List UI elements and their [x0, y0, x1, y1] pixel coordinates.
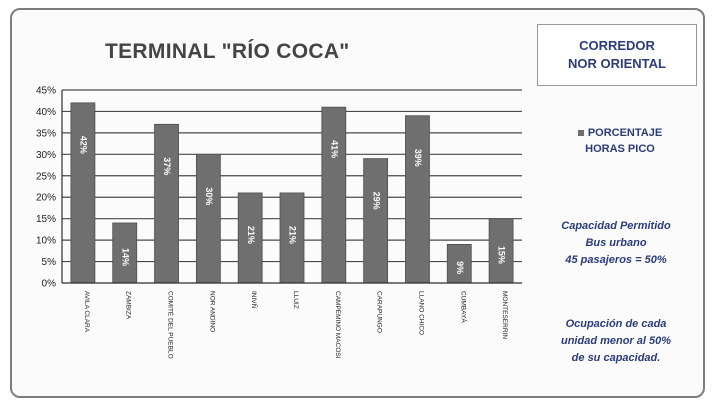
- y-tick-label: 25%: [36, 171, 56, 182]
- bar-data-label: 21%: [288, 226, 298, 244]
- x-tick-label: CUMBAYÁ: [459, 291, 468, 323]
- bar-data-label: 30%: [204, 187, 214, 205]
- occupancy-note-line-3: de su capacidad.: [571, 352, 661, 364]
- y-tick-label: 40%: [36, 107, 56, 118]
- bar-data-label: 39%: [413, 149, 423, 167]
- bar: [363, 158, 389, 284]
- bar: [321, 106, 347, 284]
- chart-title: TERMINAL "RÍO COCA": [105, 40, 350, 63]
- y-tick-label: 20%: [36, 193, 56, 204]
- x-tick-label: LLUIZ: [292, 291, 299, 309]
- bar-data-label: 29%: [371, 192, 381, 210]
- bar-data-label: 14%: [120, 248, 130, 266]
- capacity-note-line-1: Capacidad Permitido: [561, 220, 671, 232]
- bar: [195, 153, 221, 284]
- bar-data-label: 42%: [79, 136, 89, 154]
- bar: [154, 123, 179, 284]
- x-tick-label: AVILA CLARA: [83, 291, 90, 333]
- x-tick-label: NOR ANDINO: [208, 291, 215, 332]
- legend-label-line-1: PORCENTAJE: [587, 127, 663, 139]
- y-tick-label: 45%: [36, 86, 56, 97]
- bar: [237, 192, 263, 284]
- x-tick-label: COMITÉ DEL PUEBLO: [167, 291, 176, 359]
- x-tick-label: ZAMBIZA: [125, 291, 132, 320]
- occupancy-note-line-2: unidad menor al 50%: [560, 335, 672, 347]
- bar-data-label: 37%: [162, 157, 172, 175]
- capacity-note: Capacidad Permitido Bus urbano 45 pasaje…: [530, 218, 702, 269]
- bar-data-label: 21%: [246, 226, 256, 244]
- y-tick-label: 10%: [36, 236, 56, 247]
- x-tick-label: INIVÑ: [250, 291, 259, 309]
- bar: [405, 115, 430, 284]
- legend-swatch: [577, 130, 584, 137]
- y-tick-label: 30%: [36, 150, 56, 161]
- y-tick-label: 15%: [36, 214, 56, 225]
- occupancy-note-line-1: Ocupación de cada: [565, 318, 667, 330]
- x-tick-label: MONTESERRIN: [501, 291, 508, 339]
- corridor-label-box: CORREDOR NOR ORIENTAL: [537, 24, 697, 86]
- y-tick-label: 5%: [42, 257, 57, 268]
- bar-data-label: 41%: [329, 140, 339, 158]
- bar: [112, 222, 138, 284]
- capacity-note-line-3: 45 pasajeros = 50%: [565, 254, 667, 266]
- bar: [70, 102, 96, 284]
- occupancy-note: Ocupación de cada unidad menor al 50% de…: [530, 316, 702, 367]
- x-tick-label: LLANO CHICO: [417, 291, 424, 335]
- y-tick-label: 0%: [42, 279, 57, 290]
- x-tick-label: CARAPUNGO: [376, 291, 383, 333]
- bar-data-label: 15%: [497, 246, 507, 264]
- y-tick-label: 35%: [36, 128, 56, 139]
- bar-data-label: 9%: [455, 261, 465, 274]
- capacity-note-line-2: Bus urbano: [585, 237, 647, 249]
- chart-legend: PORCENTAJE HORAS PICO: [545, 125, 695, 157]
- corridor-label-line-2: NOR ORIENTAL: [568, 56, 666, 71]
- legend-label-line-2: HORAS PICO: [585, 143, 655, 155]
- corridor-label-line-1: CORREDOR: [579, 38, 655, 53]
- x-tick-label: CAMPEMINO MACOSI: [334, 291, 341, 359]
